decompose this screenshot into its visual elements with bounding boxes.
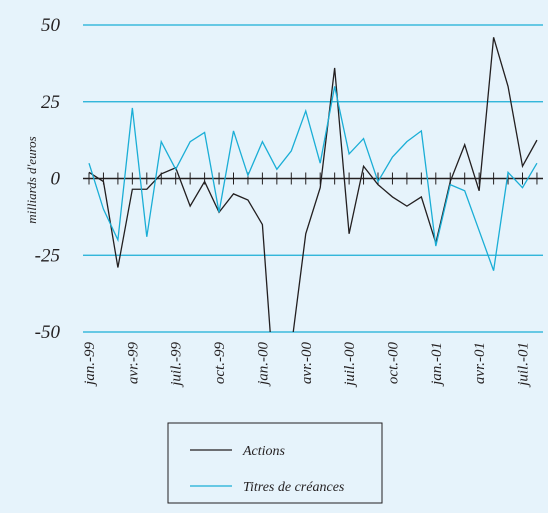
x-tick-label: juil.-01: [516, 342, 532, 388]
series-line: [88, 86, 538, 271]
x-tick-label: avr.-00: [299, 342, 315, 385]
y-axis-label: milliards d'euros: [24, 136, 39, 223]
y-tick-label: -25: [35, 245, 60, 266]
y-tick-label: 50: [41, 15, 61, 36]
legend-label: Actions: [242, 444, 286, 459]
legend-box: [167, 422, 383, 504]
y-tick-label: 25: [41, 92, 60, 113]
x-tick-label: avr.-01: [472, 342, 488, 384]
x-tick-label: jan.-01: [429, 342, 445, 387]
y-tick-label: -50: [35, 322, 61, 343]
legend-label: Titres de créances: [243, 480, 345, 495]
plot-lines: [88, 37, 538, 332]
x-tick-label: juil.-99: [169, 342, 185, 388]
y-tick-label: 0: [51, 169, 61, 190]
x-tick-label: oct.-00: [385, 342, 401, 385]
x-tick-label: avr.-99: [125, 342, 141, 385]
x-tick-label: jan.-00: [255, 342, 271, 387]
x-tick-label: juil.-00: [342, 342, 358, 388]
x-tick-label: oct.-99: [212, 342, 228, 385]
x-tick-label: jan.-99: [82, 342, 98, 387]
series-line: [88, 37, 538, 332]
